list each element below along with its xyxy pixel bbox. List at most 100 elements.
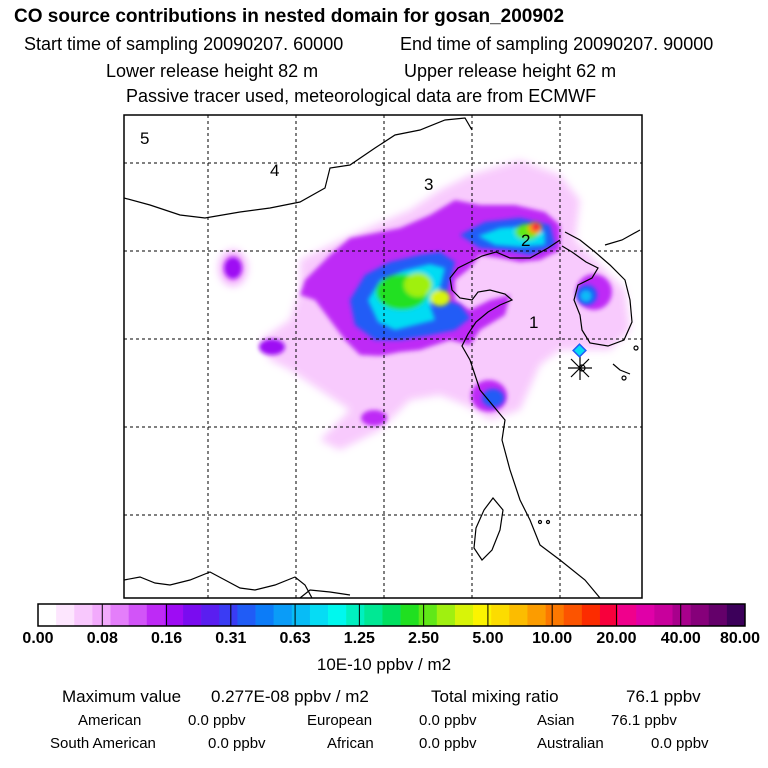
colorbar-label: 2.50 [408,630,440,647]
source-value-american: 0.0 ppbv [188,712,246,729]
colorbar-swatch [364,604,383,626]
colorbar-swatch [382,604,401,626]
colorbar-swatch [654,604,673,626]
colorbar-swatch [545,604,565,626]
taiwan [473,497,504,561]
colorbar-swatch [110,604,129,626]
colorbar-swatch [527,604,546,626]
islet-2 [633,345,639,351]
total-value: 76.1 ppbv [626,687,701,706]
colorbar-swatch [38,604,57,626]
source-value-european: 0.0 ppbv [419,712,477,729]
zone-label-3: 3 [424,175,434,194]
colorbar-swatch [146,604,166,626]
tracer-note: Passive tracer used, meteorological data… [126,86,597,106]
maximum-value: 0.277E-08 ppbv / m2 [211,687,369,706]
colorbar-label: 20.00 [596,630,637,647]
colorbar-swatch [56,604,75,626]
zone-label-5: 5 [140,129,150,148]
zone-label-1: 1 [529,313,539,332]
islet-4 [545,519,551,525]
zone-label-4: 4 [270,161,280,180]
colorbar-label: 0.31 [215,630,247,647]
colorbar-swatch [309,604,329,626]
plume-purple-sw [259,339,285,355]
source-name-american: American [78,712,142,729]
end-time-label: End time of sampling 20090207. 90000 [400,34,714,54]
colorbar-swatch [418,604,438,626]
colorbar-swatch [201,604,220,626]
colorbar-label: 0.08 [86,630,118,647]
source-name-asian: Asian [537,712,575,729]
colorbar-swatch [183,604,202,626]
colorbar-label: 1.25 [343,630,375,647]
colorbar-label: 10.00 [532,630,573,647]
receptor-marker [568,356,592,380]
receptor-plume [572,343,587,358]
plume-purple-south [361,410,387,426]
colorbar-swatch [273,604,293,626]
source-value-australian: 0.0 ppbv [651,735,709,752]
source-value-asian: 76.1 ppbv [611,712,677,729]
colorbar-swatch [581,604,601,626]
zone-label-2: 2 [521,231,531,250]
plume-yellowgreen [404,273,432,297]
coast-bohai [449,239,601,598]
border-mongolia [124,117,473,219]
colorbar-swatch [563,604,583,626]
plume-cyan-korea [580,290,592,302]
hainan-border [124,571,313,598]
maximum-label: Maximum value [62,687,182,706]
colorbar-swatch [255,604,274,626]
colorbar-swatch [672,604,691,626]
plume-blue-shanghai [482,389,504,407]
source-name-south-american: South American [50,735,156,752]
colorbar-label: 80.00 [719,630,761,647]
colorbar-swatch [219,604,238,626]
colorbar-swatch [599,604,619,626]
grid-lines [124,115,642,598]
source-name-european: European [307,712,373,729]
colorbar-label: 5.00 [472,630,504,647]
colorbar-swatch [618,604,637,626]
colorbar-frame [37,603,746,627]
colorbar-units: 10E-10 ppbv / m2 [316,655,452,674]
colorbar-swatch [400,604,419,626]
colorbar-swatch [237,604,256,626]
colorbar-label: 0.63 [279,630,311,647]
upper-height-label: Upper release height 62 m [404,61,617,81]
source-value-south-american: 0.0 ppbv [208,735,266,752]
colorbar-swatch [164,604,184,626]
lower-height-label: Lower release height 82 m [106,61,319,81]
colorbar-swatch [454,604,474,626]
colorbar-swatch [473,604,492,626]
colorbar-swatch [128,604,148,626]
plume-max [532,223,540,231]
start-time-label: Start time of sampling 20090207. 60000 [24,34,344,54]
colorbar-swatch [436,604,456,626]
colorbar-swatch [636,604,655,626]
colorbar-label: 40.00 [660,630,701,647]
islet-1 [621,375,627,381]
source-name-australian: Australian [537,735,604,752]
colorbar-swatch [328,604,347,626]
korea-coast-ext [604,229,641,246]
plume-purple-west [224,257,242,279]
source-name-african: African [327,735,374,752]
colorbar-swatch [509,604,528,626]
coast-korea-south [612,363,631,375]
colorbar-swatch [346,604,365,626]
map-frame [123,114,643,599]
colorbar-swatch [690,604,710,626]
colorbar-swatch [291,604,311,626]
colorbar-swatch [491,604,510,626]
chart-title: CO source contributions in nested domain… [14,6,565,27]
colorbar-swatch [726,604,746,626]
korea-peninsula [561,231,633,347]
source-value-african: 0.0 ppbv [419,735,477,752]
total-label: Total mixing ratio [431,687,559,706]
colorbar-label: 0.00 [22,630,54,647]
land-border-sw [299,589,351,598]
islet-3 [537,519,543,525]
